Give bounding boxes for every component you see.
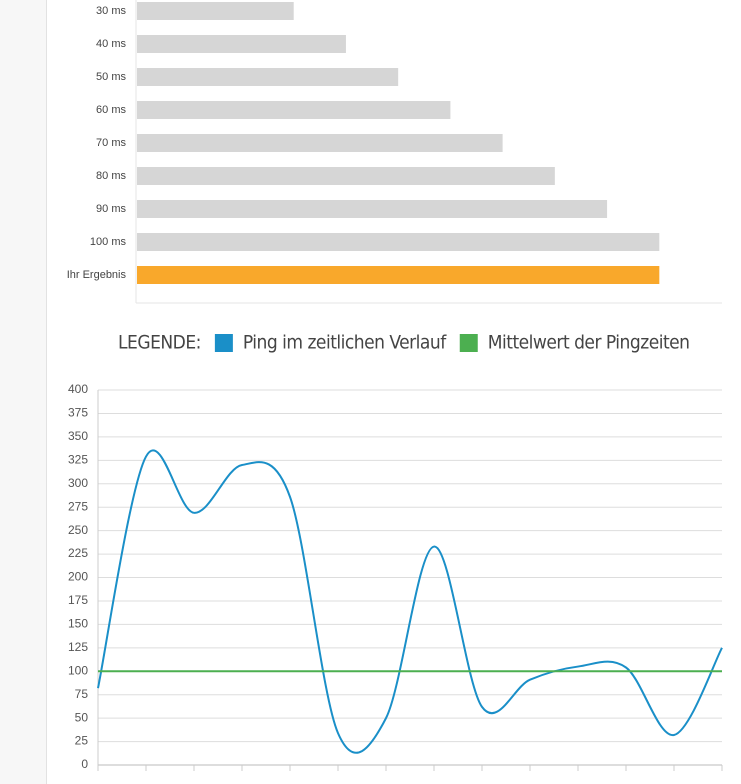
legend-swatch [214, 334, 233, 352]
bar [137, 35, 346, 53]
y-tick-label: 375 [68, 406, 88, 420]
legend-swatch [459, 334, 478, 352]
category-label: Ihr Ergebnis [67, 269, 127, 281]
bar [137, 233, 660, 251]
y-tick-label: 125 [68, 640, 88, 654]
bar [137, 266, 660, 284]
sidebar [0, 0, 46, 784]
y-tick-label: 25 [75, 734, 89, 748]
series-line [97, 449, 723, 754]
y-tick-label: 100 [68, 663, 88, 677]
category-label: 30 ms [96, 5, 126, 17]
bar [137, 134, 503, 152]
y-tick-label: 325 [68, 452, 88, 466]
legend-label: Mittelwert der Pingzeiten [488, 332, 690, 354]
legend-title: LEGENDE: [118, 332, 201, 354]
y-tick-label: 50 [75, 710, 89, 724]
y-tick-label: 75 [75, 687, 89, 701]
bar [137, 68, 399, 86]
bar [137, 167, 555, 185]
y-tick-label: 225 [68, 546, 88, 560]
category-label: 80 ms [96, 170, 126, 182]
y-tick-label: 0 [81, 757, 88, 771]
category-label: 100 ms [90, 236, 127, 248]
y-tick-label: 150 [68, 617, 88, 631]
category-label: 90 ms [96, 203, 126, 215]
legend-label: Ping im zeitlichen Verlauf [243, 332, 447, 354]
bar [137, 2, 294, 20]
bar [137, 200, 608, 218]
category-label: 60 ms [96, 104, 126, 116]
y-tick-label: 250 [68, 523, 88, 537]
y-tick-label: 175 [68, 593, 88, 607]
y-tick-label: 300 [68, 476, 88, 490]
category-label: 40 ms [96, 38, 126, 50]
category-label: 70 ms [96, 137, 126, 149]
y-tick-label: 275 [68, 499, 88, 513]
y-tick-label: 350 [68, 429, 88, 443]
y-tick-label: 200 [68, 570, 88, 584]
category-label: 50 ms [96, 71, 126, 83]
bar [137, 101, 451, 119]
y-tick-label: 400 [68, 382, 88, 396]
